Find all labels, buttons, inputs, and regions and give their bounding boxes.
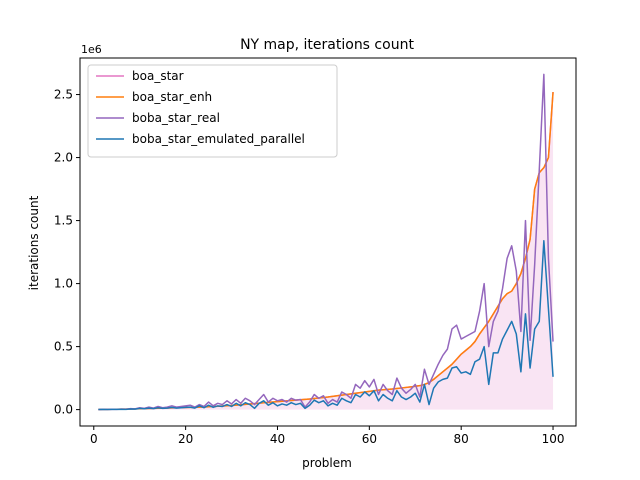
legend-box (87, 64, 338, 158)
x-tick-label: 0 (90, 432, 98, 446)
y-axis-ticks: 0.0 0.5 1.0 1.5 2.0 2.5 (54, 88, 80, 417)
legend: boa_star boa_star_enh boba_star_real boba_s… (87, 64, 338, 158)
legend-entry-boba_star_real: boba_star_real (132, 111, 220, 125)
x-tick-label: 100 (542, 432, 565, 446)
y-axis-offset-label: 1e6 (81, 43, 102, 56)
x-tick-label: 60 (362, 432, 377, 446)
legend-entry-boa_star_enh: boa_star_enh (132, 90, 212, 104)
y-axis-label: iterations count (27, 195, 41, 290)
chart-title: NY map, iterations count (240, 37, 414, 53)
axes-frame (79, 57, 577, 427)
x-tick-label: 20 (178, 432, 193, 446)
area-fill-boa_star (98, 92, 554, 410)
x-axis-ticks: 0 20 40 60 80 100 (90, 426, 565, 446)
y-tick-label: 0.5 (54, 340, 73, 354)
legend-entry-boa_star: boa_star (132, 69, 184, 83)
x-tick-label: 80 (454, 432, 469, 446)
x-tick-label: 40 (270, 432, 285, 446)
x-axis-label: problem (302, 456, 352, 470)
y-tick-label: 1.0 (54, 277, 73, 291)
y-tick-label: 1.5 (54, 214, 73, 228)
area-fills (98, 92, 554, 410)
y-tick-label: 0.0 (54, 403, 73, 417)
series-line-boba_star_emulated_parallel (98, 239, 554, 411)
series-lines (98, 73, 554, 411)
y-tick-label: 2.0 (54, 151, 73, 165)
series-line-boba_star_real (98, 73, 554, 411)
legend-entry-boba_star_emulated_parallel: boba_star_emulated_parallel (132, 132, 305, 146)
y-tick-label: 2.5 (54, 88, 73, 102)
